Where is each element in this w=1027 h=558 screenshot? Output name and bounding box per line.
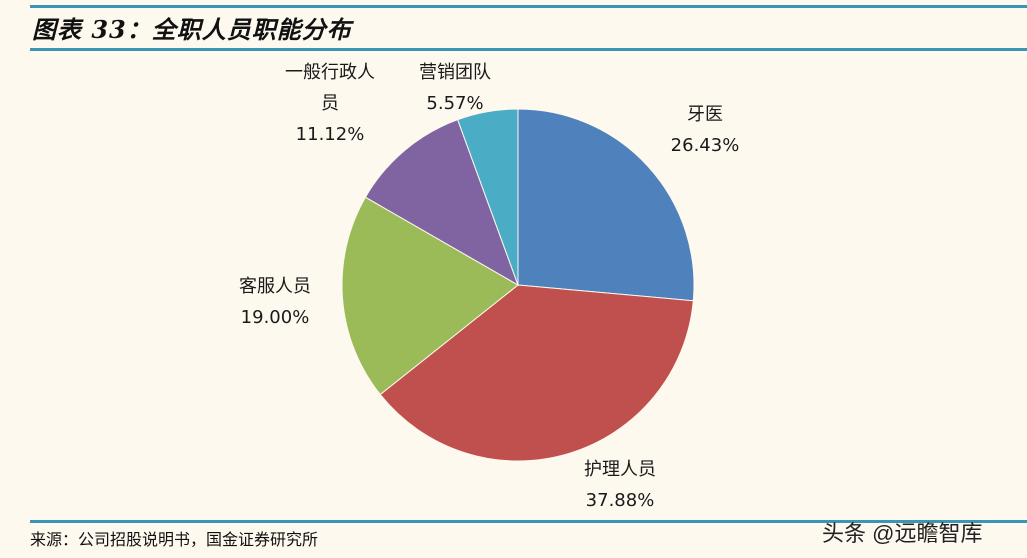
label-name: 一般行政人 — [285, 62, 375, 83]
label-pct: 19.00% — [240, 307, 310, 328]
label-name: 护理人员 — [584, 459, 656, 480]
title-rule — [30, 48, 1027, 51]
watermark: 头条 @远瞻智库 — [822, 521, 983, 546]
label-marketing: 营销团队 5.57% — [400, 57, 510, 119]
label-pct: 26.43% — [670, 135, 740, 156]
label-admin: 一般行政人 员 11.12% — [265, 57, 395, 150]
label-nursing: 护理人员 37.88% — [565, 454, 675, 516]
pie-slice-3 — [364, 119, 519, 287]
label-pct: 11.12% — [295, 124, 365, 145]
pie-slice-0 — [517, 108, 695, 302]
label-name: 客服人员 — [239, 276, 311, 297]
label-customer-service: 客服人员 19.00% — [220, 271, 330, 333]
label-dentist: 牙医 26.43% — [650, 99, 760, 161]
label-name: 营销团队 — [419, 62, 491, 83]
label-name: 牙医 — [687, 104, 723, 125]
top-rule — [30, 5, 1027, 8]
label-pct: 5.57% — [426, 93, 484, 114]
pie-slice-2 — [341, 196, 519, 396]
label-name-cont: 员 — [321, 93, 339, 114]
chart-title: 图表 33：全职人员职能分布 — [32, 15, 352, 44]
bottom-rule — [30, 520, 1027, 523]
pie-slice-4 — [457, 108, 519, 286]
source-note: 来源：公司招股说明书，国金证券研究所 — [30, 530, 319, 549]
pie-slices — [341, 108, 695, 462]
pie-slice-1 — [379, 284, 694, 462]
label-pct: 37.88% — [585, 490, 655, 511]
